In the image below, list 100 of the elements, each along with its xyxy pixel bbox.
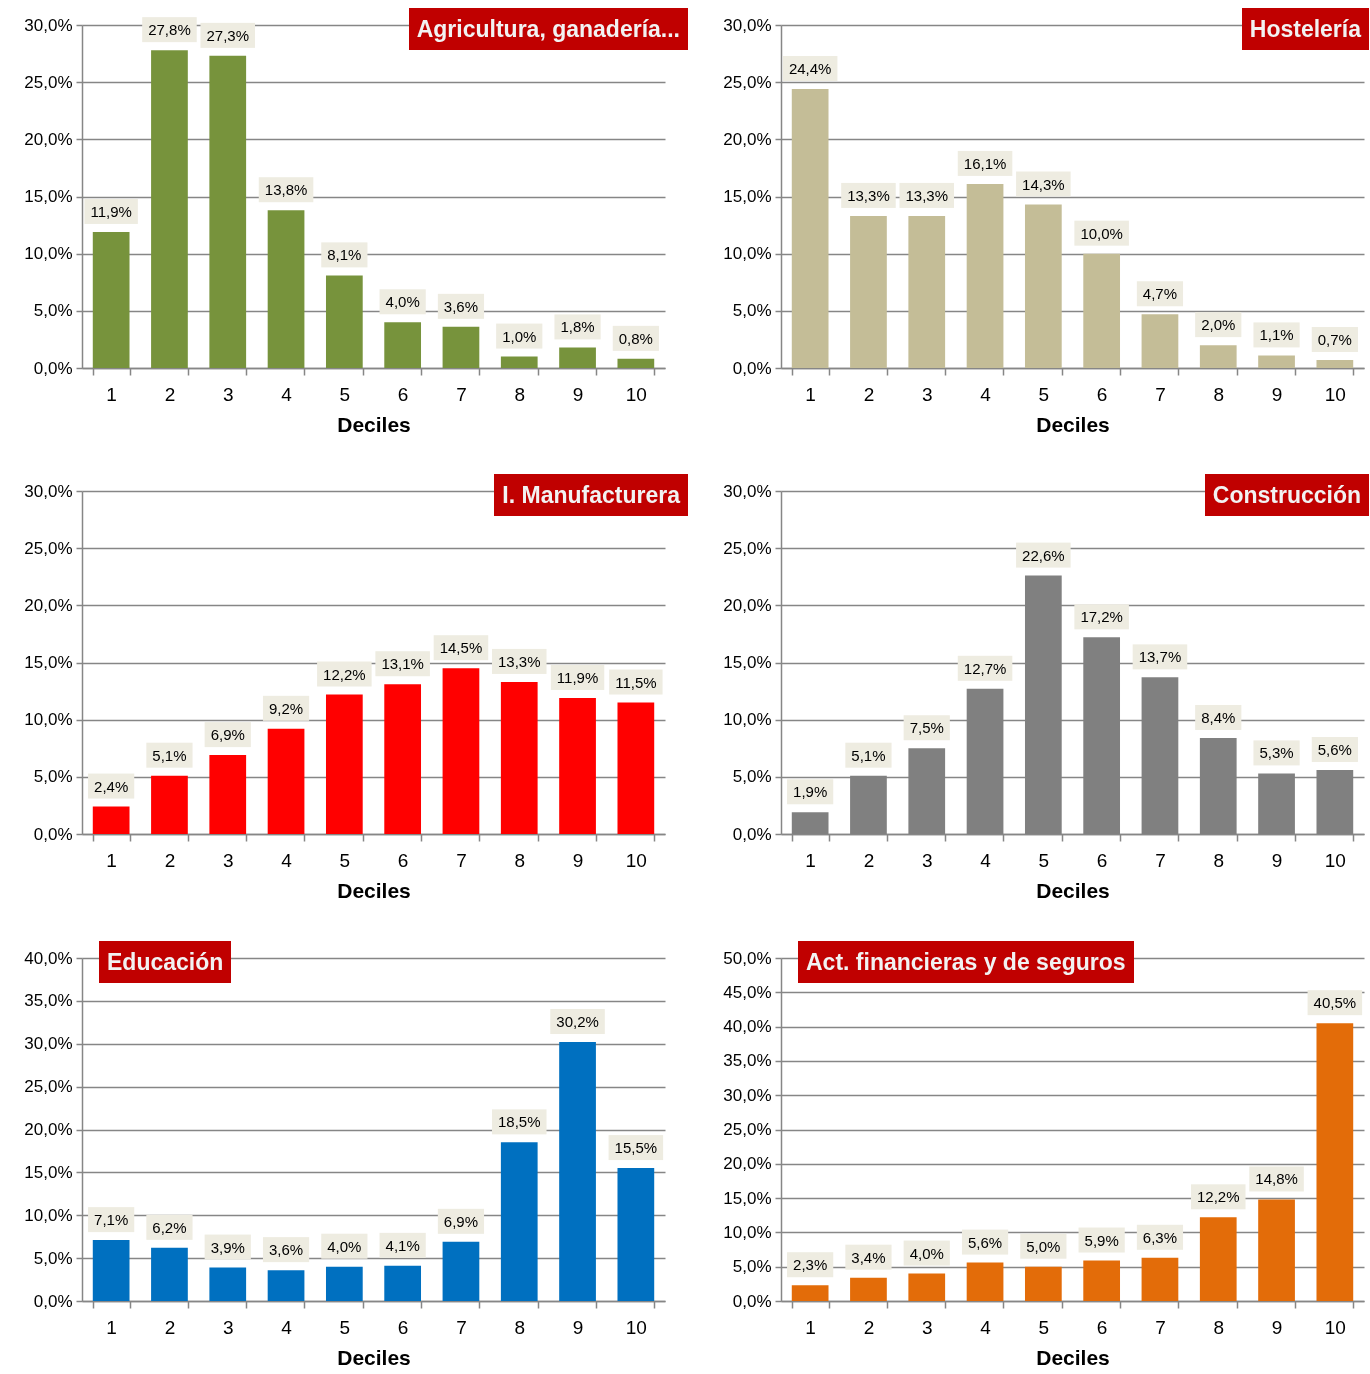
x-axis-title: Deciles [337, 878, 411, 902]
x-tick-label: 4 [281, 849, 293, 871]
y-tick-label: 10,0% [723, 1222, 772, 1242]
y-tick-label: 5,0% [33, 301, 73, 321]
bar [908, 215, 946, 368]
bar [791, 89, 829, 368]
x-tick-label: 2 [164, 1316, 176, 1338]
bar [325, 694, 363, 834]
data-label: 5,1% [851, 746, 886, 764]
x-tick-label: 8 [514, 383, 526, 405]
x-tick-label: 9 [1271, 849, 1283, 871]
bar [92, 1240, 130, 1301]
y-tick-label: 20,0% [24, 129, 73, 149]
bar [209, 1267, 247, 1301]
x-tick-label: 1 [805, 383, 816, 405]
bar [151, 50, 188, 368]
x-tick-label: 5 [1038, 383, 1050, 405]
bar [1316, 360, 1354, 368]
data-label: 16,1% [963, 154, 1007, 172]
data-label: 13,3% [905, 186, 949, 204]
y-tick-label: 20,0% [24, 595, 73, 615]
data-label: 2,0% [1201, 316, 1236, 334]
x-tick-label: 2 [863, 849, 875, 871]
data-label: 11,9% [556, 668, 599, 686]
y-tick-label: 0,0% [732, 1291, 772, 1311]
data-label: 17,2% [1080, 608, 1123, 626]
bar [325, 275, 363, 368]
data-label: 6,2% [152, 1218, 187, 1236]
data-label: 13,3% [497, 652, 541, 670]
data-label: 11,5% [615, 673, 657, 691]
x-tick-label: 6 [1096, 849, 1108, 871]
bar [267, 1270, 305, 1301]
x-axis-title: Deciles [1036, 878, 1110, 902]
data-label: 8,1% [327, 246, 362, 264]
y-tick-label: 5,0% [33, 1248, 73, 1268]
y-tick-label: 30,0% [723, 1085, 772, 1105]
data-label: 5,9% [1084, 1231, 1119, 1249]
bar [1083, 253, 1121, 368]
data-label: 1,8% [560, 318, 595, 336]
y-tick-label: 20,0% [723, 595, 772, 615]
data-label: 3,9% [210, 1238, 245, 1256]
x-tick-label: 2 [164, 849, 176, 871]
data-label: 30,2% [556, 1013, 599, 1031]
data-label: 3,6% [443, 297, 479, 315]
y-tick-label: 25,0% [24, 72, 73, 92]
x-tick-label: 2 [863, 1316, 875, 1338]
y-tick-label: 40,0% [24, 948, 73, 968]
y-tick-label: 0,0% [33, 358, 73, 378]
data-label: 5,3% [1259, 744, 1294, 762]
bar [384, 684, 422, 834]
data-label: 4,0% [909, 1244, 944, 1262]
x-tick-label: 2 [164, 383, 176, 405]
bar [1141, 314, 1179, 368]
y-tick-label: 5,0% [732, 1257, 772, 1277]
data-label: 3,4% [851, 1248, 886, 1266]
x-tick-label: 7 [456, 1316, 467, 1338]
bar [151, 1247, 188, 1301]
data-label: 14,3% [1022, 175, 1065, 193]
y-tick-label: 15,0% [24, 653, 73, 672]
x-tick-label: 9 [1271, 383, 1283, 405]
data-label: 8,4% [1201, 708, 1236, 726]
data-label: 0,7% [1317, 331, 1352, 348]
bar [384, 322, 422, 368]
bar [617, 1168, 655, 1301]
x-tick-label: 3 [222, 1316, 234, 1338]
y-tick-label: 5,0% [732, 767, 772, 787]
x-tick-label: 6 [397, 383, 409, 405]
y-tick-label: 25,0% [24, 1077, 73, 1097]
x-tick-label: 4 [980, 383, 992, 405]
bar [1141, 1257, 1179, 1301]
bar [559, 347, 596, 368]
x-tick-label: 8 [1213, 849, 1225, 871]
data-label: 22,6% [1022, 546, 1065, 564]
x-tick-label: 4 [281, 383, 293, 405]
y-tick-label: 35,0% [723, 1051, 772, 1071]
bar [1316, 1023, 1354, 1301]
data-label: 0,8% [618, 329, 653, 347]
data-label: 1,0% [502, 327, 537, 345]
x-tick-label: 6 [397, 849, 409, 871]
x-tick-label: 7 [1155, 849, 1166, 871]
bar [209, 55, 247, 368]
data-label: 4,0% [327, 1237, 362, 1255]
data-label: 1,1% [1259, 326, 1294, 344]
x-tick-label: 8 [1213, 383, 1225, 405]
x-tick-label: 10 [625, 383, 647, 405]
bar [151, 775, 188, 834]
bar [559, 697, 596, 834]
data-label: 6,9% [443, 1212, 479, 1230]
y-tick-label: 50,0% [723, 948, 772, 968]
y-tick-label: 0,0% [732, 358, 772, 378]
x-tick-label: 1 [106, 383, 117, 405]
x-tick-label: 6 [397, 1316, 409, 1338]
x-tick-label: 5 [339, 383, 351, 405]
data-label: 7,1% [94, 1211, 129, 1229]
bar [500, 356, 538, 368]
chart-title: Act. financieras y de seguros [798, 941, 1134, 983]
bar [209, 755, 247, 834]
x-tick-label: 3 [222, 849, 234, 871]
data-label: 12,7% [963, 659, 1007, 677]
bar [966, 1262, 1004, 1301]
